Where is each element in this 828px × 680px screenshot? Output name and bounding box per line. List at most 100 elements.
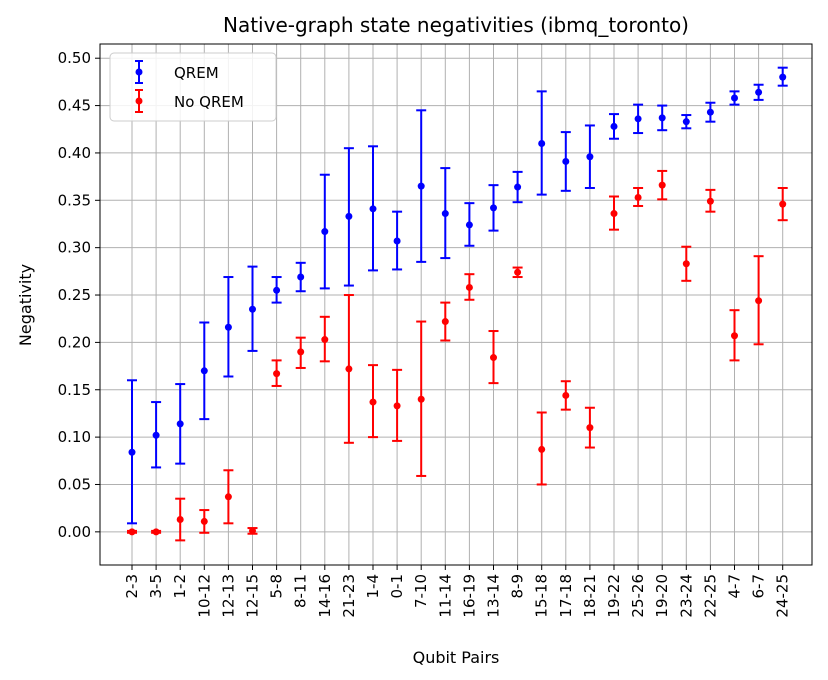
data-point — [369, 205, 377, 213]
x-tick-label: 4-7 — [726, 574, 744, 599]
x-tick-label: 18-21 — [581, 574, 599, 618]
data-point — [128, 448, 136, 456]
x-tick-label: 12-13 — [219, 574, 237, 618]
x-tick-label: 8-11 — [292, 574, 310, 608]
x-tick-label: 13-14 — [485, 574, 503, 618]
x-tick-label: 19-22 — [605, 574, 623, 618]
data-point — [369, 398, 377, 406]
data-point — [658, 114, 666, 122]
x-tick-label: 21-23 — [340, 574, 358, 618]
legend-marker — [135, 68, 143, 76]
data-point — [538, 445, 546, 453]
data-point — [538, 139, 546, 147]
y-axis-label: Negativity — [16, 264, 35, 346]
y-tick-label: 0.25 — [58, 286, 91, 304]
data-point — [514, 268, 522, 276]
data-point — [562, 157, 570, 165]
data-point — [321, 336, 329, 344]
data-point — [152, 528, 160, 536]
data-point — [249, 527, 256, 535]
data-point — [731, 332, 738, 340]
y-tick-label: 0.50 — [58, 49, 91, 67]
x-tick-label: 8-9 — [509, 574, 527, 599]
data-point — [441, 318, 449, 326]
x-tick-label: 10-12 — [195, 574, 213, 618]
grid — [100, 44, 812, 565]
data-point — [658, 181, 666, 189]
legend-marker — [135, 97, 143, 105]
data-point — [610, 210, 618, 218]
data-point — [514, 183, 522, 191]
x-tick-label: 14-16 — [316, 574, 334, 618]
x-tick-label: 6-7 — [750, 574, 768, 599]
y-axis-ticks: 0.00 0.05 0.10 0.15 0.20 0.25 0.30 0.35 0.40 0.45… — [58, 49, 100, 541]
data-point — [321, 228, 329, 236]
data-point — [465, 283, 473, 291]
data-point — [152, 431, 160, 439]
data-point — [610, 122, 618, 130]
data-point — [779, 200, 787, 208]
data-point — [586, 153, 594, 161]
data-point — [682, 260, 690, 268]
data-point — [273, 286, 281, 294]
x-tick-label: 15-18 — [533, 574, 551, 618]
legend-box — [109, 52, 277, 122]
data-point — [345, 365, 353, 373]
data-point — [417, 182, 425, 190]
y-tick-label: 0.40 — [58, 144, 91, 162]
legend-label: QREM — [174, 64, 219, 82]
legend-label: No QREM — [174, 93, 244, 111]
data-point — [682, 118, 690, 126]
data-point — [224, 493, 232, 501]
data-point — [128, 528, 136, 536]
data-point — [393, 402, 401, 410]
data-point — [393, 237, 401, 245]
data-point — [706, 197, 714, 205]
data-point — [176, 420, 184, 428]
y-tick-label: 0.45 — [58, 97, 91, 115]
data-point — [345, 212, 353, 220]
y-tick-label: 0.10 — [58, 428, 91, 446]
x-tick-label: 2-3 — [123, 574, 141, 599]
data-point — [200, 517, 208, 525]
x-tick-label: 0-1 — [388, 574, 406, 599]
x-tick-label: 1-2 — [171, 574, 189, 599]
data-point — [200, 367, 208, 375]
x-tick-label: 19-20 — [653, 574, 671, 618]
data-point — [634, 115, 642, 123]
data-point — [441, 210, 449, 218]
series-1 — [127, 169, 788, 542]
y-tick-label: 0.00 — [58, 523, 91, 541]
data-point — [176, 516, 184, 524]
data-point — [297, 273, 305, 281]
x-tick-label: 1-4 — [364, 574, 382, 599]
legend: QREM No QREM — [109, 52, 277, 122]
data-series — [127, 66, 788, 542]
data-point — [297, 348, 305, 356]
x-axis-ticks: 2-3 3-5 1-2 10-12 12-13 12-15 5-8 8-11 14-16 21-2… — [123, 565, 792, 618]
x-tick-label: 7-10 — [412, 574, 430, 608]
data-point — [562, 391, 570, 399]
y-tick-label: 0.30 — [58, 239, 91, 257]
x-tick-label: 12-15 — [244, 574, 262, 618]
x-tick-label: 25-26 — [629, 574, 647, 618]
y-tick-label: 0.20 — [58, 333, 91, 351]
data-point — [634, 193, 642, 201]
data-point — [273, 370, 281, 378]
x-tick-label: 24-25 — [774, 574, 792, 618]
x-tick-label: 3-5 — [147, 574, 165, 599]
data-point — [586, 424, 594, 432]
y-tick-label: 0.15 — [58, 381, 91, 399]
x-tick-label: 17-18 — [557, 574, 575, 618]
data-point — [755, 88, 763, 96]
data-point — [490, 204, 497, 212]
data-point — [731, 94, 738, 102]
data-point — [417, 395, 425, 403]
legend-item: No QREM — [135, 89, 244, 113]
x-axis-label: Qubit Pairs — [413, 648, 500, 667]
chart-title: Native-graph state negativities (ibmq_to… — [223, 13, 689, 37]
x-tick-label: 23-24 — [677, 574, 695, 618]
x-tick-label: 22-25 — [701, 574, 719, 618]
x-tick-label: 11-14 — [436, 574, 454, 618]
